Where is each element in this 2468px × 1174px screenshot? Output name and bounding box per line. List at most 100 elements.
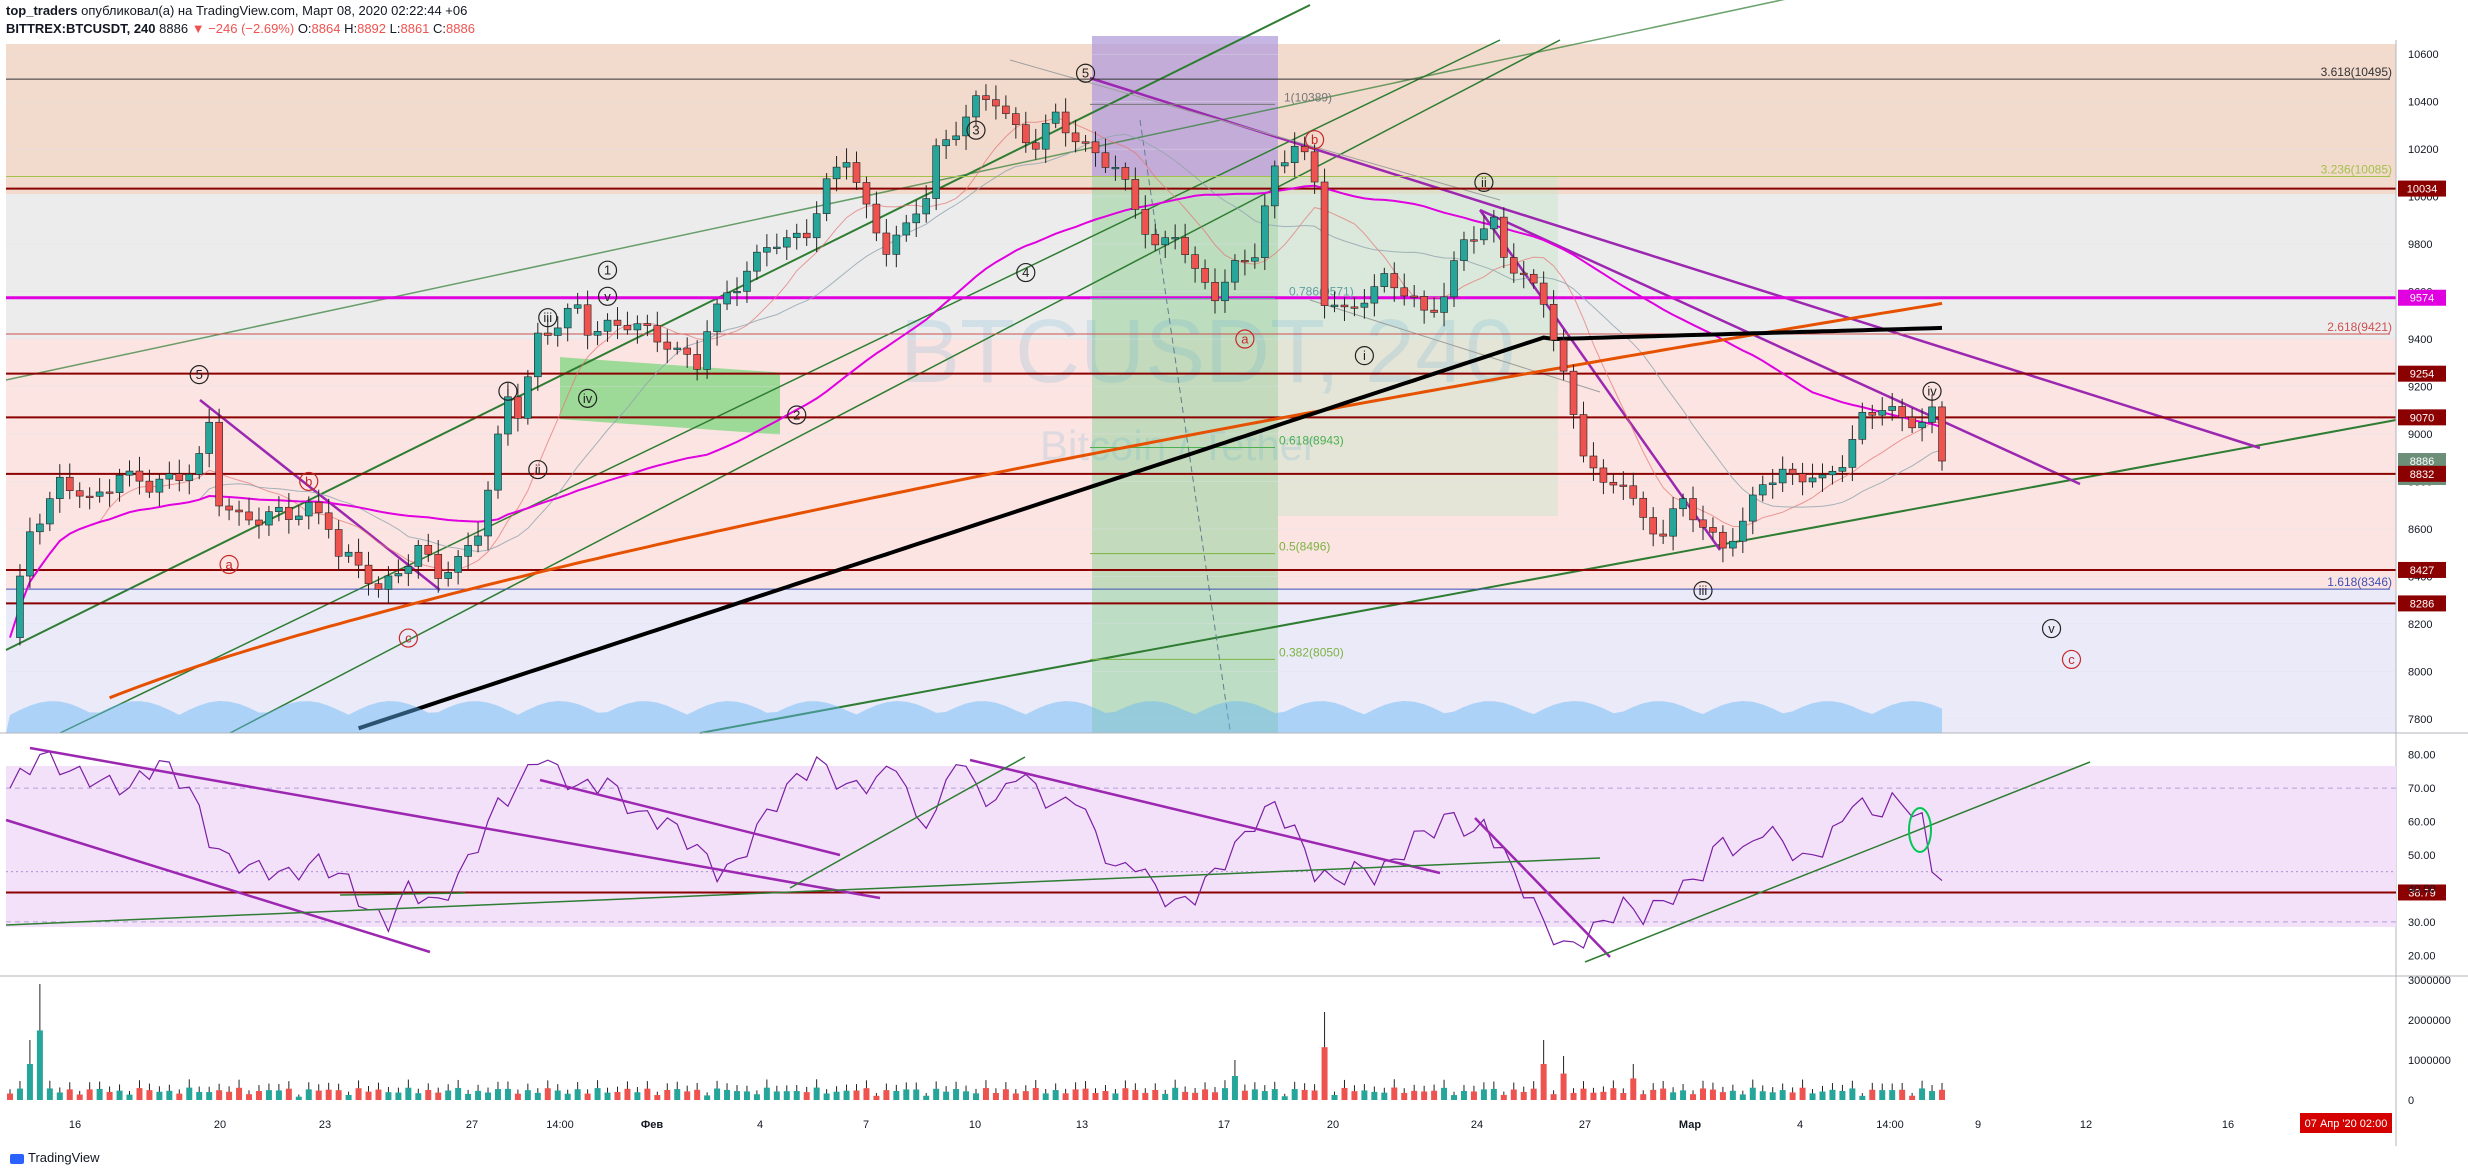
candle-body bbox=[1300, 145, 1309, 153]
moving-averages bbox=[9, 117, 1943, 731]
volume-bar bbox=[66, 1089, 73, 1100]
volume-bar bbox=[285, 1088, 292, 1100]
candle-body bbox=[683, 347, 691, 355]
volume-bar bbox=[1052, 1090, 1059, 1100]
volume-bar bbox=[1480, 1089, 1487, 1100]
volume-bar bbox=[1520, 1091, 1527, 1100]
symbol: BITTREX:BTCUSDT, 240 bbox=[6, 21, 156, 36]
candle-body bbox=[1559, 339, 1568, 372]
price-axis[interactable]: 1060010400102001000098009600940092009000… bbox=[2408, 49, 2439, 726]
volume-bar bbox=[425, 1089, 432, 1100]
price-level-label: 8427 bbox=[2410, 565, 2434, 577]
volume-bar bbox=[226, 1091, 233, 1100]
wave-label-circle bbox=[1235, 329, 1255, 349]
low-value: 8861 bbox=[400, 21, 430, 36]
candle-body bbox=[1589, 455, 1598, 469]
candle-body bbox=[842, 162, 851, 168]
volume-bar bbox=[1391, 1087, 1398, 1100]
candle-body bbox=[1231, 260, 1239, 283]
volume-bar bbox=[1759, 1091, 1766, 1100]
rsi-pane: 38.79 80.00 70.00 60.00 50.00 40.00 30.00 20.00 bbox=[5, 746, 2446, 963]
y-tick-label: 9400 bbox=[2408, 334, 2432, 346]
volume-bar bbox=[96, 1088, 103, 1100]
volume-bar bbox=[973, 1093, 979, 1100]
x-tick-label: 16 bbox=[2222, 1119, 2234, 1131]
volume-bar bbox=[1271, 1089, 1278, 1100]
volume-bar bbox=[166, 1090, 173, 1100]
x-tick-label: Мар bbox=[1679, 1119, 1701, 1131]
candle-body bbox=[1898, 406, 1906, 418]
wave-label: a bbox=[225, 557, 233, 572]
volume-bar bbox=[963, 1091, 970, 1100]
wave-label-circle bbox=[787, 405, 807, 425]
wave-label-circle bbox=[219, 554, 239, 575]
rsi-line bbox=[9, 750, 1943, 949]
tradingview-brand[interactable]: TradingView bbox=[10, 1150, 100, 1165]
candle-body bbox=[713, 303, 721, 332]
author: top_traders bbox=[6, 3, 78, 18]
volume-bar bbox=[1142, 1092, 1149, 1100]
candle-body bbox=[1041, 123, 1050, 150]
volume-bar bbox=[1381, 1092, 1388, 1100]
volume-bar bbox=[714, 1088, 721, 1100]
candle-body bbox=[763, 247, 771, 253]
candle-body bbox=[165, 473, 174, 480]
high-value: 8892 bbox=[357, 21, 387, 36]
wave-label: iii bbox=[543, 310, 552, 325]
candle-body bbox=[474, 535, 482, 546]
price-level-label: 9254 bbox=[2410, 369, 2434, 381]
volume-bar bbox=[315, 1090, 322, 1100]
candle-body bbox=[1519, 272, 1528, 275]
volume-bar bbox=[86, 1089, 93, 1100]
fib-label: 0.618(8943) bbox=[1279, 433, 1344, 447]
candle-body bbox=[394, 573, 403, 577]
candle-body bbox=[1081, 141, 1090, 144]
candle-body bbox=[643, 323, 652, 326]
volume-bar bbox=[1879, 1090, 1886, 1100]
candle-body bbox=[942, 139, 950, 147]
candle-body bbox=[1430, 309, 1438, 313]
volume-bar bbox=[584, 1093, 591, 1100]
candle-body bbox=[892, 234, 901, 255]
volume-bar bbox=[1680, 1090, 1687, 1100]
candle-body bbox=[1649, 517, 1657, 535]
volume-bar bbox=[1939, 1089, 1945, 1100]
wave-label: 5 bbox=[1082, 66, 1089, 81]
candle-body bbox=[932, 145, 940, 199]
price-level-box bbox=[2398, 595, 2446, 612]
candle-body bbox=[653, 325, 662, 343]
y-tick-label: 10200 bbox=[2408, 144, 2439, 156]
candle-body bbox=[155, 478, 164, 493]
candle-body bbox=[534, 332, 542, 378]
volume-bar bbox=[1829, 1089, 1836, 1100]
rsi-tick-label: 70.00 bbox=[2408, 783, 2436, 795]
candle-body bbox=[1370, 286, 1379, 304]
candle-body bbox=[504, 396, 512, 435]
volume-bar bbox=[485, 1092, 492, 1100]
volume-bar bbox=[1620, 1093, 1627, 1100]
candle-body bbox=[1270, 165, 1279, 207]
wave-label: 3 bbox=[972, 123, 979, 138]
volume-bar bbox=[186, 1087, 193, 1100]
fib-label: 1(10389) bbox=[1284, 90, 1332, 104]
candle-body bbox=[1280, 162, 1289, 167]
fib-label: 1.618(8346) bbox=[2327, 575, 2392, 589]
candle-body bbox=[1191, 254, 1199, 269]
time-axis[interactable]: 16 20 23 27 14:00 Фев 4 7 10 13 17 20 24 27 Мар 4 14:00 9… bbox=[69, 1119, 2339, 1131]
volume-bar bbox=[494, 1089, 501, 1100]
candles bbox=[16, 84, 1946, 646]
rsi-tick-label: 20.00 bbox=[2408, 950, 2436, 962]
candle-body bbox=[1251, 257, 1259, 262]
volume-bar bbox=[1361, 1090, 1368, 1100]
candle-body bbox=[374, 583, 383, 590]
volume-bar bbox=[1709, 1089, 1716, 1100]
brand-label: TradingView bbox=[28, 1150, 100, 1165]
volume-bar bbox=[1221, 1088, 1228, 1100]
c-label: C: bbox=[433, 21, 447, 36]
volume-bar bbox=[1640, 1094, 1647, 1100]
x-tick-label: 4 bbox=[1797, 1119, 1803, 1131]
candle-body bbox=[1828, 470, 1837, 476]
volume-bar bbox=[1739, 1094, 1746, 1100]
wave-label: i bbox=[1363, 348, 1366, 363]
